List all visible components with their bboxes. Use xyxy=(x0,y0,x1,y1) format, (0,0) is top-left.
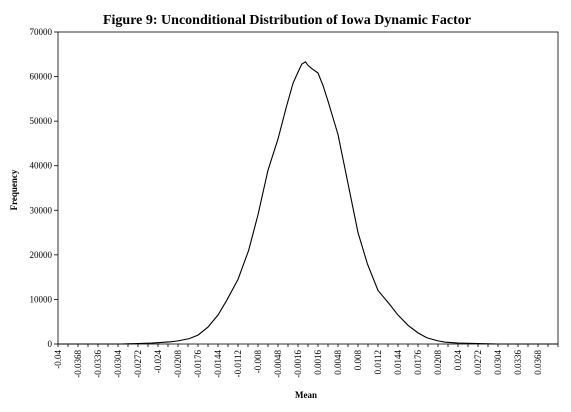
x-tick-label: 0.0112 xyxy=(373,350,383,374)
x-tick-label: -0.0336 xyxy=(93,350,103,378)
x-tick-label: 0.0208 xyxy=(433,350,443,375)
y-tick-label: 60000 xyxy=(30,72,53,82)
series-line xyxy=(58,61,558,345)
x-tick-label: -0.0016 xyxy=(293,350,303,378)
x-tick-label: -0.0208 xyxy=(173,350,183,378)
x-tick-label: -0.0176 xyxy=(193,350,203,378)
x-tick-label: 0.0304 xyxy=(493,350,503,375)
x-tick-label: 0.0272 xyxy=(473,350,483,375)
x-tick-label: -0.0048 xyxy=(273,350,283,378)
x-tick-label: -0.0112 xyxy=(233,350,243,377)
x-tick-label: -0.04 xyxy=(53,350,63,369)
chart-title: Figure 9: Unconditional Distribution of … xyxy=(103,13,471,28)
y-tick-label: 10000 xyxy=(30,294,53,304)
y-tick-label: 20000 xyxy=(30,250,53,260)
x-tick-label: -0.0144 xyxy=(213,350,223,378)
x-axis-label: Mean xyxy=(295,390,317,400)
x-tick-label: -0.008 xyxy=(253,350,263,374)
x-tick-label: -0.0368 xyxy=(73,350,83,378)
x-tick-label: 0.0368 xyxy=(533,350,543,375)
x-axis-ticks: -0.04 -0.0368 -0.0336 -0.0304 -0.0272 -0.024-… xyxy=(53,344,559,378)
x-tick-label: 0.0048 xyxy=(333,350,343,375)
y-tick-label: 0 xyxy=(48,339,53,349)
y-axis-ticks: 0 10000 20000 30000 40000 50000 60000 70000 xyxy=(30,27,58,349)
x-tick-label: 0.024 xyxy=(453,350,463,371)
plot-area xyxy=(57,31,559,345)
x-tick-label: 0.0144 xyxy=(393,350,403,375)
x-tick-label: 0.008 xyxy=(353,350,363,371)
x-tick-label: 0.0176 xyxy=(413,350,423,375)
y-tick-label: 30000 xyxy=(30,205,53,215)
y-tick-label: 70000 xyxy=(30,27,53,37)
x-tick-label: -0.0272 xyxy=(133,350,143,378)
x-tick-label: 0.0336 xyxy=(513,350,523,375)
y-axis-label: Frequency xyxy=(9,169,19,210)
y-tick-label: 50000 xyxy=(30,116,53,126)
y-tick-label: 40000 xyxy=(30,161,53,171)
x-tick-label: -0.024 xyxy=(153,350,163,374)
x-tick-label: -0.0304 xyxy=(113,350,123,378)
x-tick-label: 0.0016 xyxy=(313,350,323,375)
